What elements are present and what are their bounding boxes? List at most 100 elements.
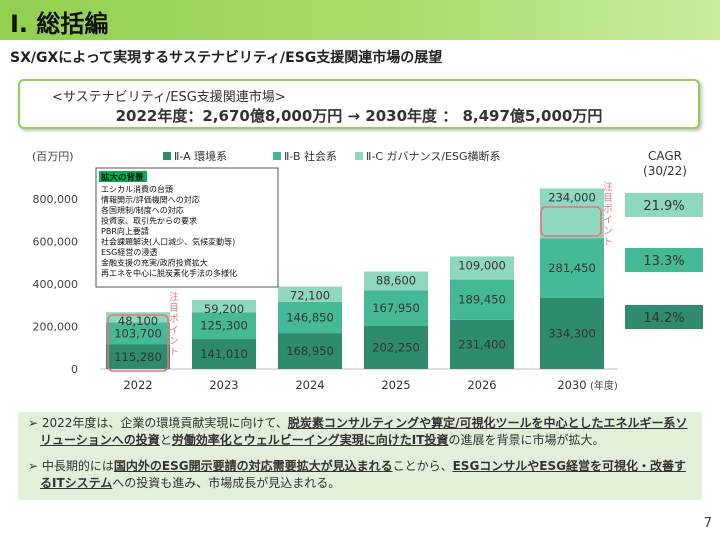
data-label: 141,010 (200, 347, 248, 361)
bar-segment (106, 322, 170, 345)
legend-swatch (355, 152, 363, 160)
background-factor-item: 社会課題解決(人口減少、気候変動等) (101, 237, 235, 247)
slide-subtitle: SX/GXによって実現するサステナビリティ/ESG支援関連市場の展望 (10, 50, 443, 66)
data-label: 115,280 (114, 350, 162, 364)
background-heading: 拡大の背景 (101, 172, 144, 183)
data-label: 103,700 (114, 326, 162, 340)
unit-label: (百万円) (32, 150, 74, 163)
legend-swatch (273, 152, 281, 160)
callout-2030-char: ポ (603, 204, 613, 215)
bar-segment (106, 344, 170, 369)
background-factor-item: ESG経営の浸透 (101, 247, 157, 257)
data-label: 72,100 (290, 289, 330, 303)
bar-segment (540, 238, 604, 298)
data-label: 88,600 (376, 274, 416, 288)
y-tick-label: 600,000 (33, 236, 79, 249)
b1-segment-1: 脱炭素コンサルティングや算定/可視化ツールを中心としたエネルギー系ソリューション… (40, 416, 688, 447)
bar-segment (106, 312, 170, 323)
bar-segment (364, 271, 428, 291)
legend-swatch (163, 152, 171, 160)
data-label: 109,000 (458, 258, 506, 272)
market-box-label: <サステナビリティ/ESG支援関連市場> (52, 90, 286, 105)
x-tick-label: 2026 (467, 378, 496, 392)
cagr-box (625, 193, 703, 217)
x-axis-suffix: (年度) (590, 379, 618, 392)
callout-2030-char: ト (603, 237, 613, 248)
callout-2030-char: イ (603, 215, 613, 226)
y-tick-label: 400,000 (33, 278, 79, 291)
x-tick-label: 2024 (295, 378, 324, 392)
b2-segment-4: への投資も進み、市場成長が見込まれる。 (112, 476, 341, 490)
data-label: 59,200 (204, 302, 244, 316)
bar-segment (192, 312, 256, 340)
bar-segment (450, 279, 514, 320)
background-factor-item: 情報開示/評価機関への対応 (101, 195, 200, 205)
cagr-period: (30/22) (643, 164, 687, 178)
x-tick-label: 2025 (381, 378, 410, 392)
background-heading-fill (99, 171, 147, 182)
legend-label: Ⅱ-A 環境系 (174, 149, 227, 163)
bar-segment (540, 297, 604, 369)
data-label: 167,950 (372, 301, 420, 315)
cagr-value: 13.3% (643, 254, 684, 269)
callout-2022-char: イ (169, 325, 179, 336)
data-label: 234,000 (548, 190, 596, 204)
bullet-item-1: ➢ 2022年度は、企業の環境貢献実現に向けて、脱炭素コンサルティングや算定/可… (28, 416, 688, 447)
b2-segment-2: ことから、 (392, 459, 453, 473)
background-factor-item: 再エネを中心に脱炭素化手法の多様化 (101, 268, 237, 278)
bar-segment (278, 286, 342, 302)
y-tick-label: 0 (71, 363, 78, 376)
data-label: 146,850 (286, 310, 334, 324)
x-tick-label: 2022 (123, 378, 152, 392)
data-label: 334,300 (548, 326, 596, 340)
cagr-value: 21.9% (643, 199, 684, 214)
cagr-title: CAGR (647, 149, 682, 163)
highlight-box-2022 (107, 314, 169, 372)
callout-2022-char: ト (169, 347, 179, 358)
stacked-bar-chart: (百万円) 0 200,000 400,000 600,000 800,000 Ⅱ-A 環境… (32, 149, 703, 392)
market-box-value: 2022年度：2,670億8,000万円 → 2030年度 ： 8,497億5,… (115, 107, 603, 125)
callout-2022-char: ポ (169, 314, 179, 325)
bar-segment (278, 301, 342, 334)
data-label: 125,300 (200, 319, 248, 333)
bar-segment (364, 326, 428, 369)
data-label: 48,100 (118, 314, 158, 328)
background-factor-item: 投資家、取引先からの要求 (101, 216, 197, 226)
b1-segment-2: と (159, 433, 172, 447)
data-label: 189,450 (458, 293, 506, 307)
cagr-box (625, 248, 703, 272)
bar-segment (278, 333, 342, 369)
bar-segment (192, 339, 256, 369)
background-factor-item: エシカル消費の台頭 (101, 184, 173, 194)
callout-2022-char: 注 (169, 291, 179, 303)
y-tick-label: 200,000 (33, 321, 79, 334)
bar-segment (364, 290, 428, 327)
page-title: Ⅰ. 総括編 (10, 10, 109, 38)
x-tick-label: 2030 (557, 378, 586, 392)
callout-2030-char: 目 (603, 193, 613, 204)
x-tick-label: 2023 (209, 378, 238, 392)
page-number: 7 (703, 516, 712, 531)
background-factor-item: 各国規制/制度への対応 (101, 205, 184, 215)
callout-2022-char: 目 (169, 303, 179, 314)
b2-segment-3: ESGコンサルやESG経営を可視化・改善するITシステム (40, 459, 686, 490)
bar-segment (450, 256, 514, 280)
b2-segment-0: 中長期的には (41, 459, 114, 473)
background-factors-box (95, 167, 279, 288)
bullet-item-2: ➢ 中長期的には国内外のESG開示要請の対応需要拡大が見込まれることから、ESG… (28, 459, 686, 490)
y-tick-label: 800,000 (33, 193, 79, 206)
b1-segment-0: 2022年度は、企業の環境貢献実現に向けて、 (41, 416, 288, 430)
legend-label: Ⅱ-C ガバナンス/ESG横断系 (366, 149, 501, 163)
data-label: 231,400 (458, 337, 506, 351)
b1-segment-4: の進展を背景に市場が拡大。 (448, 433, 605, 447)
background-factor-item: 金融支援の充実/政府投資拡大 (101, 258, 208, 268)
b2-segment-1: 国内外のESG開示要請の対応需要拡大が見込まれる (113, 459, 393, 473)
summary-bullets: ➢ 2022年度は、企業の環境貢献実現に向けて、脱炭素コンサルティングや算定/可… (18, 412, 702, 500)
bar-segment (192, 299, 256, 313)
data-label: 202,250 (372, 341, 420, 355)
callout-2030-char: 注 (603, 181, 613, 193)
data-label: 281,450 (548, 261, 596, 275)
market-size-box: <サステナビリティ/ESG支援関連市場> 2022年度：2,670億8,000万… (18, 79, 700, 129)
legend-label: Ⅱ-B 社会系 (284, 149, 337, 163)
callout-2030-char: ン (603, 226, 613, 237)
